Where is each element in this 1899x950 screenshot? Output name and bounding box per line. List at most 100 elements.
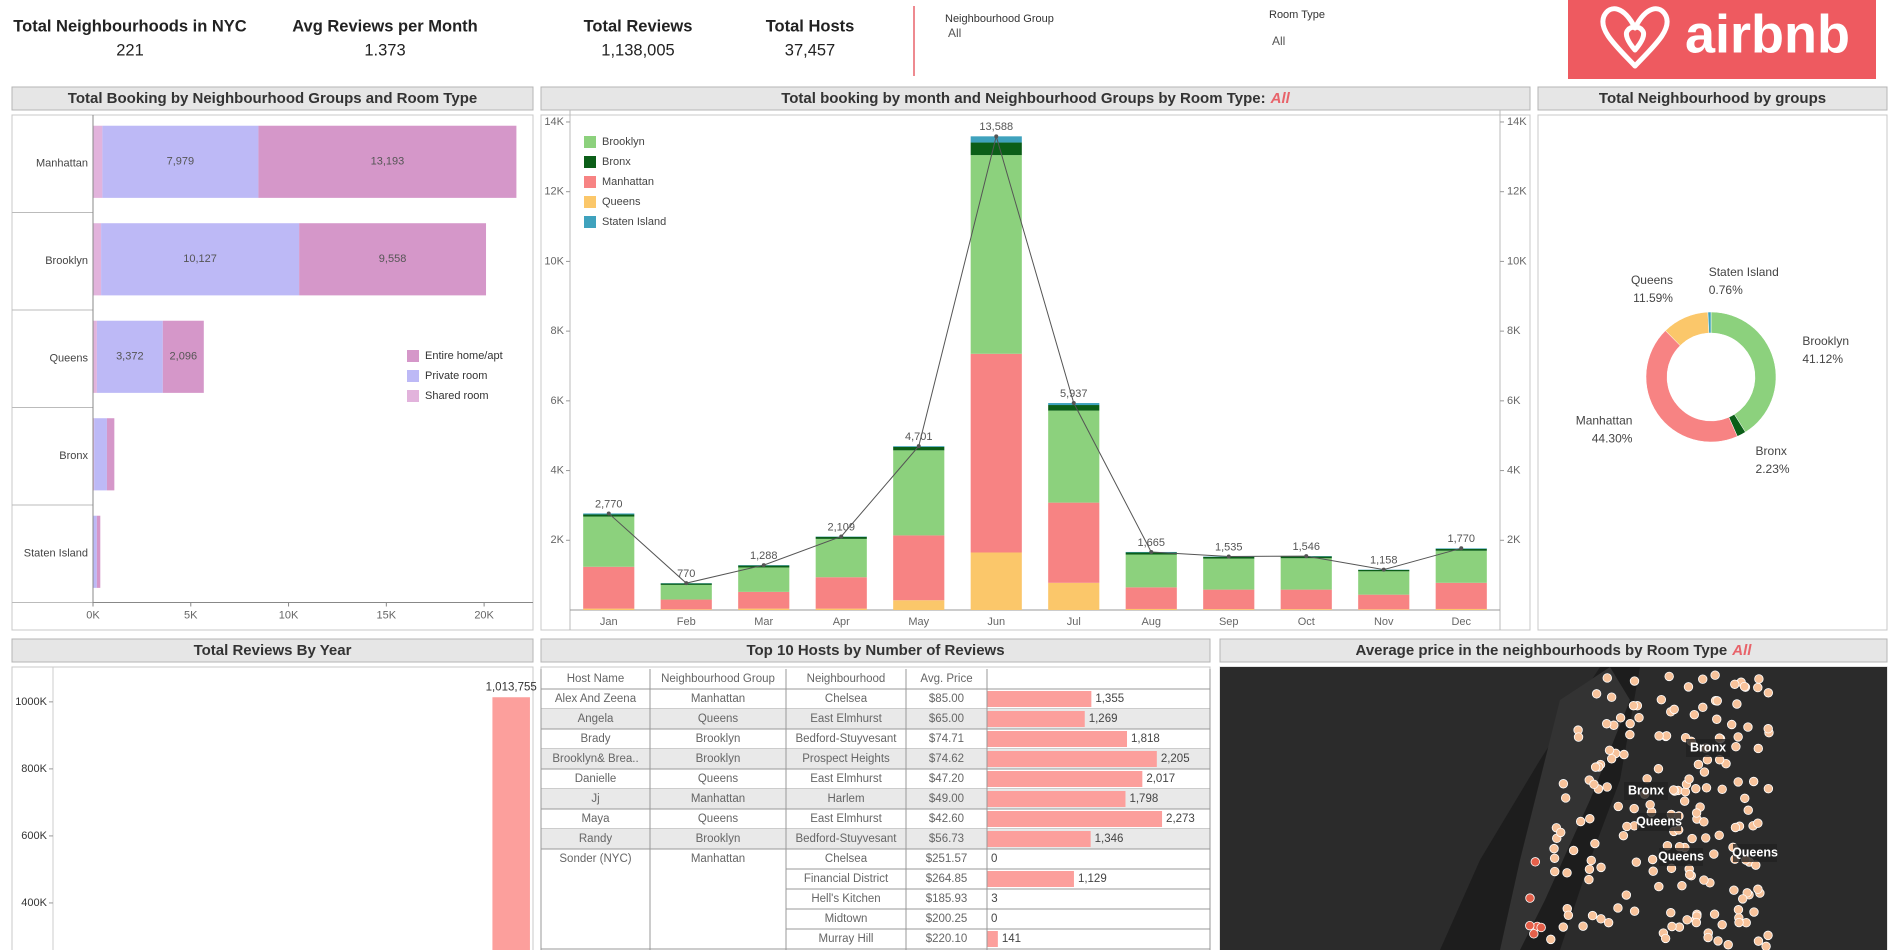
map-dot [1601,719,1612,729]
title-text: Total Neighbourhood by groups [1599,90,1826,107]
legend-label: Queens [602,196,641,208]
review-bar [987,771,1143,787]
map-dot [1691,808,1702,818]
host-name: Randy [579,833,612,845]
panel-header [540,86,1531,111]
map-dot [1584,874,1594,885]
bar-segment [1358,594,1410,610]
x-tick-label: 0K [86,609,100,621]
map-dot [1731,741,1741,752]
map-dot [1693,759,1704,770]
map-dot [1654,731,1664,741]
map-dot [1602,673,1612,683]
category-label: Queens [49,353,88,365]
price: $65.00 [929,713,964,725]
category-label: Staten Island [24,548,88,560]
bar-segment [660,609,712,610]
slice-label: 0.76% [1709,283,1743,297]
bar-segment [583,566,635,609]
y-tick-label: 6K [551,395,565,407]
legend-label: Entire home/apt [425,350,503,362]
map-dot [1698,702,1708,713]
bar-segment [970,155,1022,354]
review-label: 3 [991,893,997,905]
bar-segment [1203,609,1255,610]
price: $42.60 [929,813,964,825]
price: $185.93 [926,893,968,905]
host-group: Manhattan [691,793,745,805]
map-dot [1590,762,1601,772]
map-dot [1664,671,1674,682]
legend-label: Shared room [425,390,489,402]
y2-tick-label: 6K [1507,395,1521,407]
neighbourhood: Murray Hill [819,933,874,945]
price: $220.10 [926,933,968,945]
map-dot [1629,676,1640,686]
map-label: Queens [1636,814,1682,828]
map-dot [1590,838,1600,849]
map-dot [1763,783,1774,794]
map-dot [1525,893,1535,903]
slice-label: 2.23% [1756,462,1790,476]
data-label: 7,979 [167,156,195,168]
bar-segment [583,516,635,567]
map-dot [1763,688,1774,698]
map-dot [1733,732,1743,742]
title-text: Average price in the neighbourhoods by R… [1356,642,1728,659]
total-point [606,511,611,516]
map-dot [1648,866,1658,876]
host-name: Brady [580,733,610,745]
review-label: 1,346 [1095,833,1124,845]
bar-segment [1280,609,1332,610]
data-label: 13,588 [979,121,1013,133]
bar-segment [1358,609,1410,610]
review-bar [987,731,1128,747]
host-group: Manhattan [691,693,745,705]
review-bar [987,931,998,947]
price: $56.73 [929,833,964,845]
map-dot [1729,885,1739,895]
y2-tick-label: 8K [1507,325,1521,337]
map-dot [1701,783,1712,793]
map-dot [1677,881,1687,891]
host-name: Angela [578,713,614,725]
y-tick-label: 12K [544,186,564,198]
neighbourhood: Harlem [827,793,864,805]
legend-swatch [584,196,596,208]
map-dot [1546,934,1556,945]
map-dot [1602,782,1612,792]
map-dot [1629,906,1640,916]
filter-value[interactable]: All [1272,34,1285,48]
total-point [1071,401,1076,406]
map-label-bg [1659,848,1703,866]
map-label-bg [1733,844,1777,862]
host-name: Maya [581,813,610,825]
map-dot [1733,777,1743,787]
map-label: Bronx [1628,783,1664,797]
filter-value[interactable]: All [948,26,961,40]
x-tick-label: May [908,616,929,628]
bar-segment [970,142,1022,156]
neighbourhood: Chelsea [825,853,868,865]
data-label: 13,193 [371,156,405,168]
logo-icon [1600,6,1670,69]
bar-segment [1358,571,1410,595]
title-text: Total Booking by Neighbourhood Groups an… [68,90,477,107]
map-dot [1625,718,1635,729]
map-dot [1709,849,1719,859]
map-dot [1596,914,1606,924]
map-dot [1585,814,1595,824]
x-tick-label: 15K [377,609,397,621]
data-label: 10,127 [183,253,217,265]
map-dot [1653,764,1664,774]
map-dot [1713,936,1723,946]
map-dot [1613,903,1623,913]
map-dot [1737,894,1748,904]
map-dot [1691,783,1701,794]
bar-segment [970,353,1022,553]
map-dot [1654,881,1664,892]
slice-name: Staten Island [1709,265,1779,279]
map-dot [1691,917,1702,928]
map-dot [1618,830,1629,841]
map-dot [1749,907,1759,917]
